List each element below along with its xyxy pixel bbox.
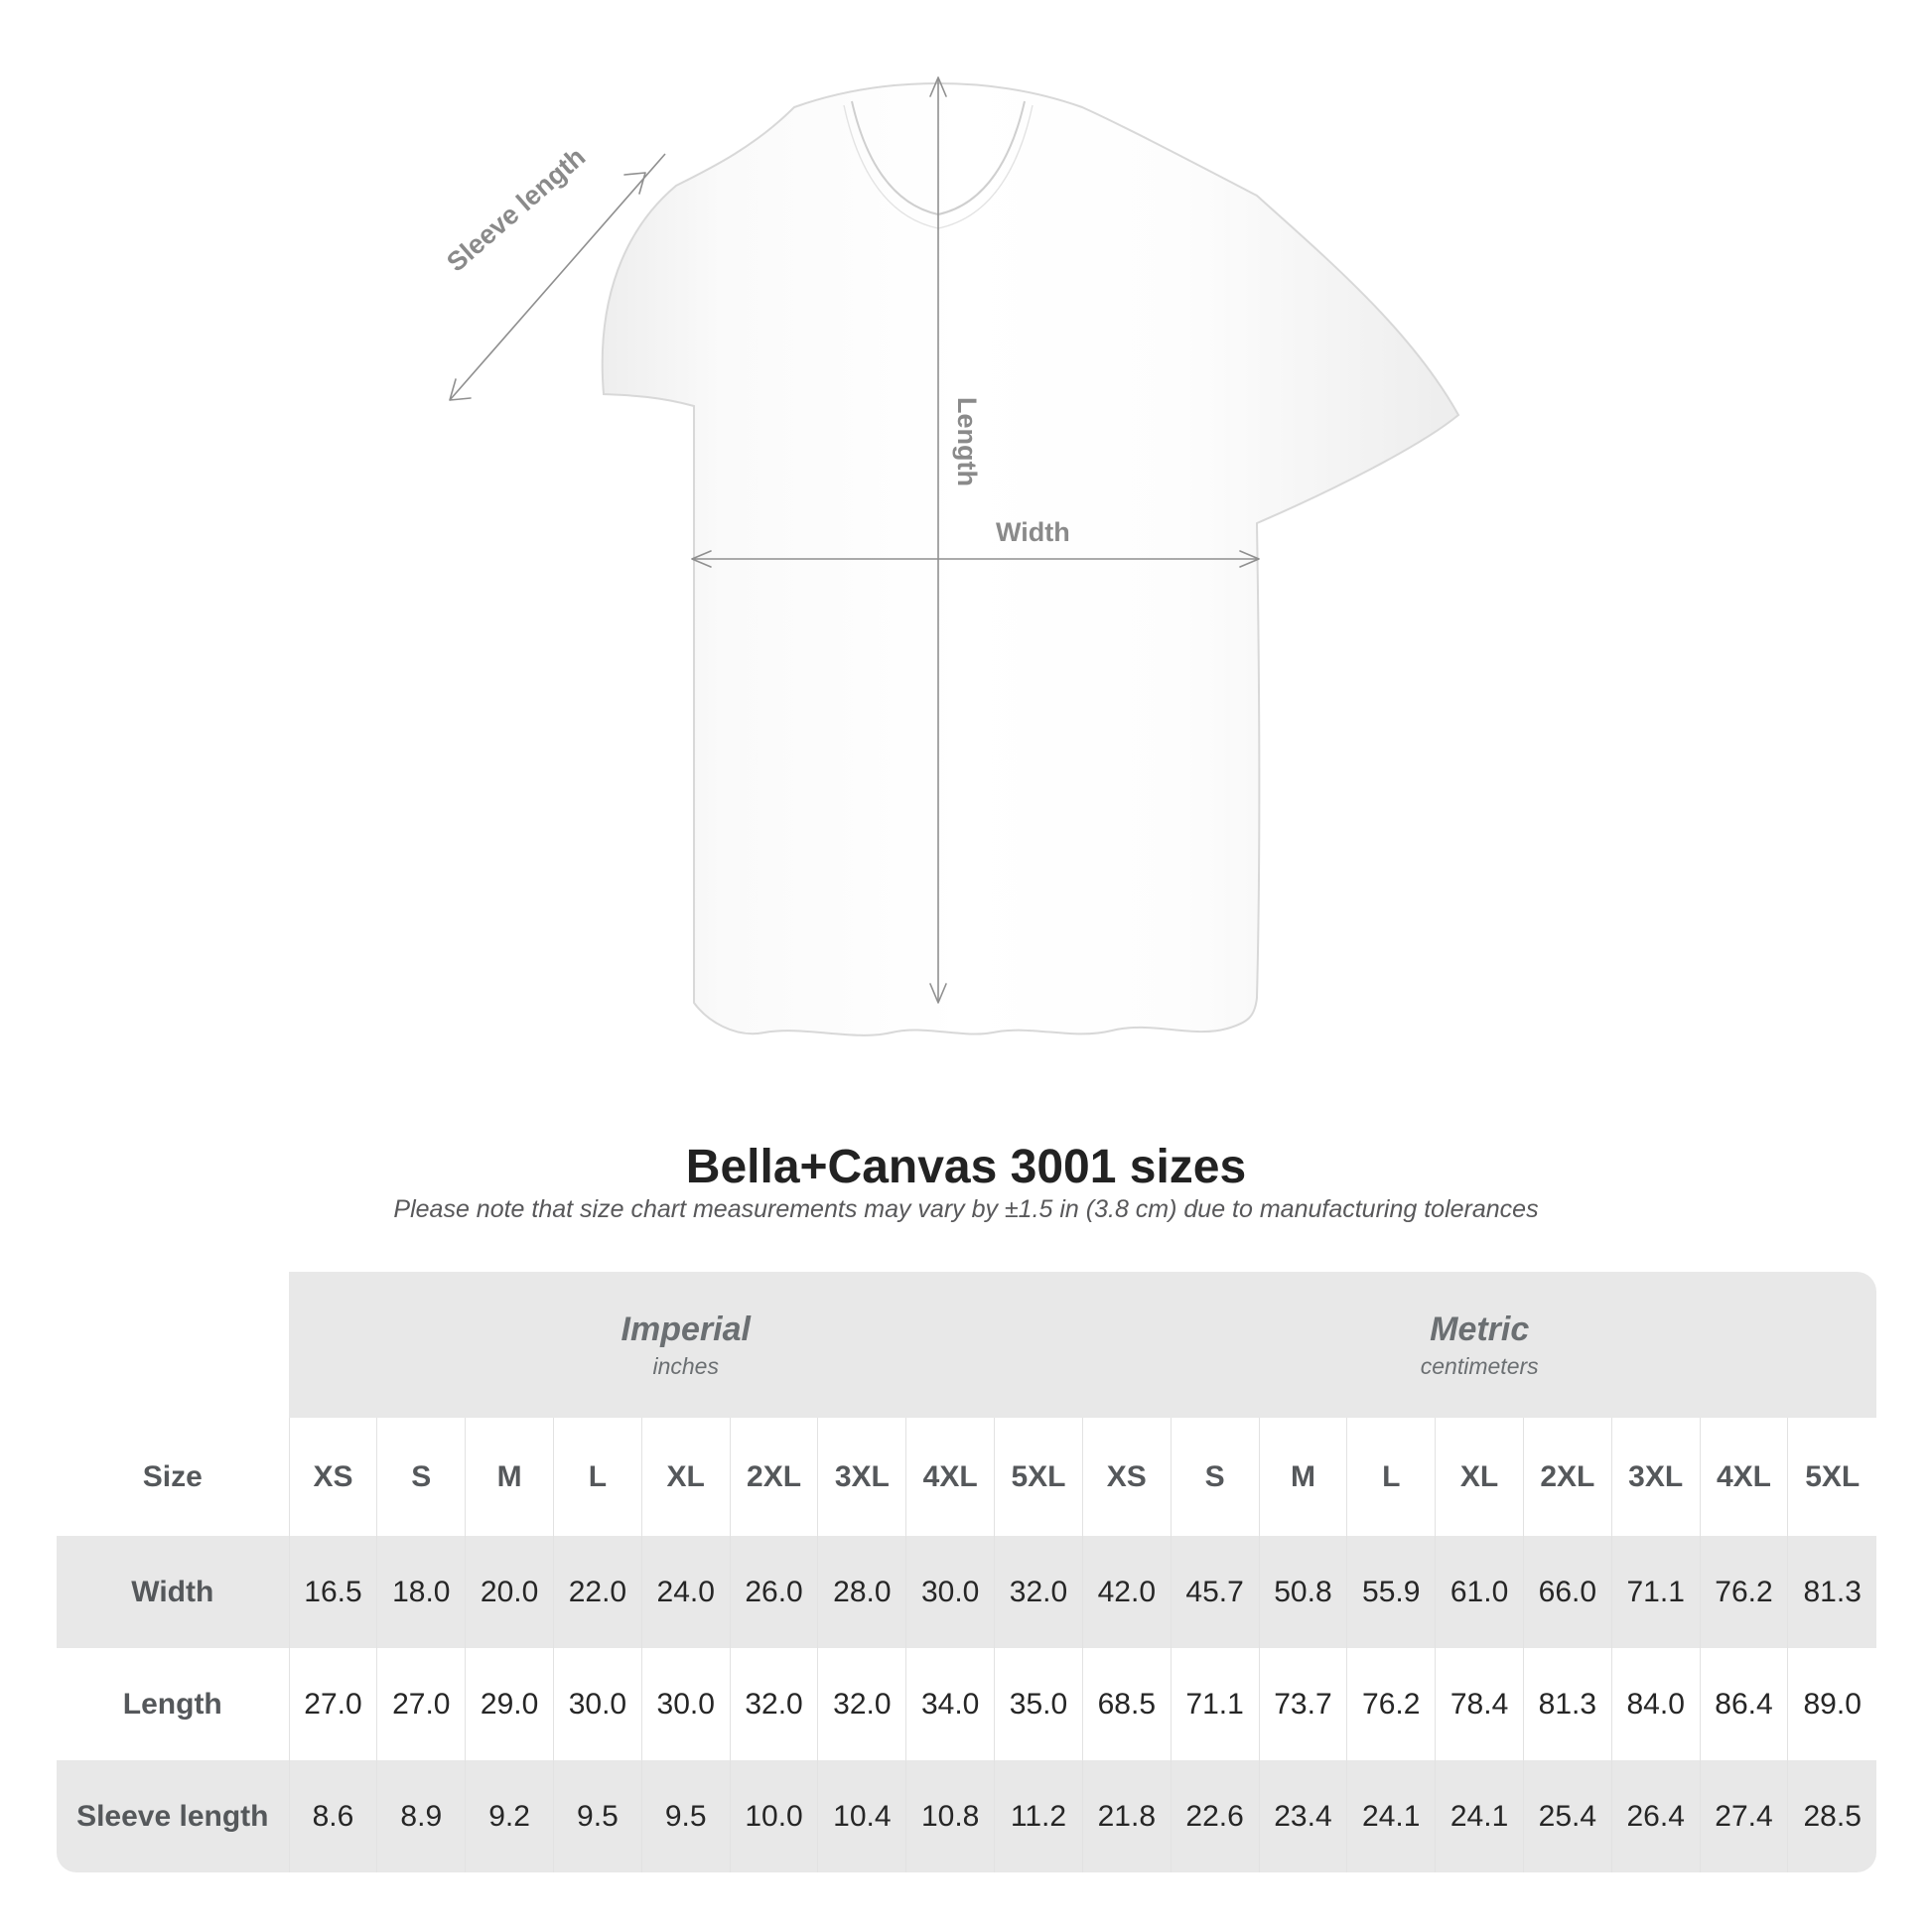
svg-text:Length: Length [952,397,982,486]
svg-text:Width: Width [996,517,1070,547]
svg-text:Sleeve length: Sleeve length [441,142,591,278]
